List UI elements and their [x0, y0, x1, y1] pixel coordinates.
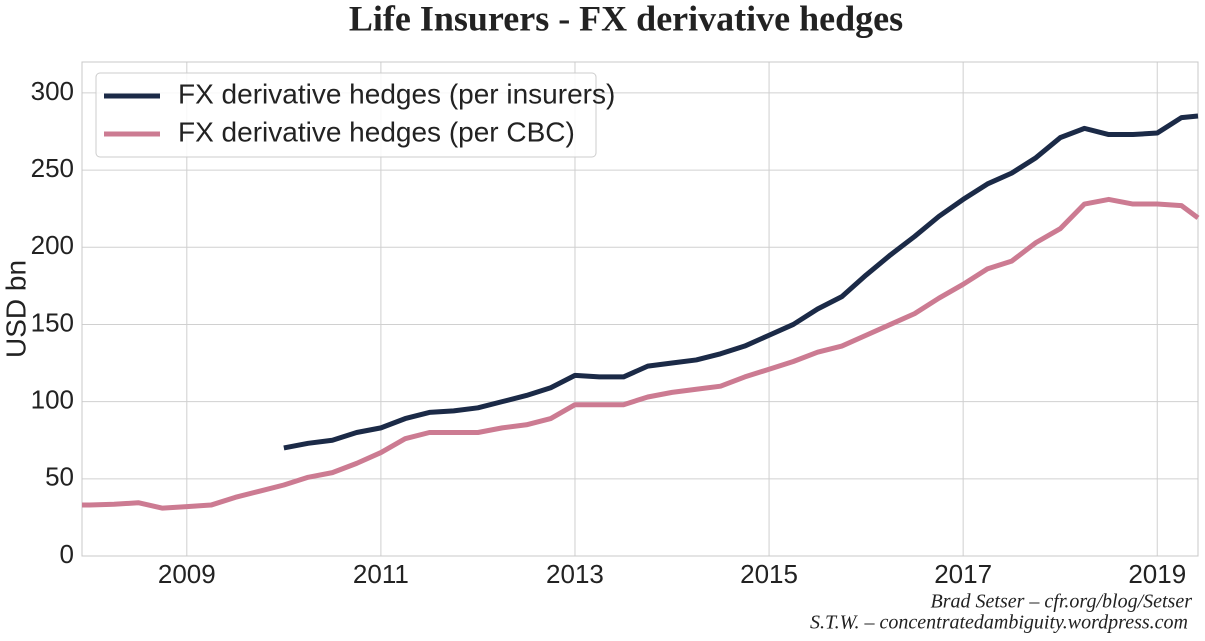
legend-box	[95, 72, 597, 158]
line	[283, 113, 1199, 451]
x-tick-label: 2017	[934, 559, 992, 589]
legend-label: FX derivative hedges (per CBC)	[178, 116, 575, 147]
annotation: S.T.W. – concentratedambiguity.wordpress…	[810, 612, 1188, 634]
x-tick-label: 2009	[158, 559, 216, 589]
y-tick-label: 300	[31, 76, 74, 106]
plot-frame	[81, 61, 1199, 557]
x-tick-label: 2011	[353, 559, 409, 589]
y-tick-label: 250	[31, 153, 74, 183]
y-tick-label: 150	[31, 307, 74, 337]
x-tick-label: 2019	[1128, 559, 1186, 589]
line	[82, 196, 1200, 511]
x-tick-label: 2013	[546, 559, 604, 589]
annotation: Brad Setser – cfr.org/blog/Setser	[931, 591, 1193, 613]
y-tick-label: 100	[31, 385, 74, 415]
y-axis-label: USD bn	[0, 260, 31, 358]
legend-label: FX derivative hedges (per insurers)	[178, 78, 615, 109]
y-tick-label: 200	[31, 230, 74, 260]
x-tick-label: 2015	[740, 559, 798, 589]
y-tick-label: 0	[60, 539, 74, 569]
y-tick-label: 50	[45, 462, 74, 492]
chart-title: Life Insurers - FX derivative hedges	[349, 0, 903, 38]
